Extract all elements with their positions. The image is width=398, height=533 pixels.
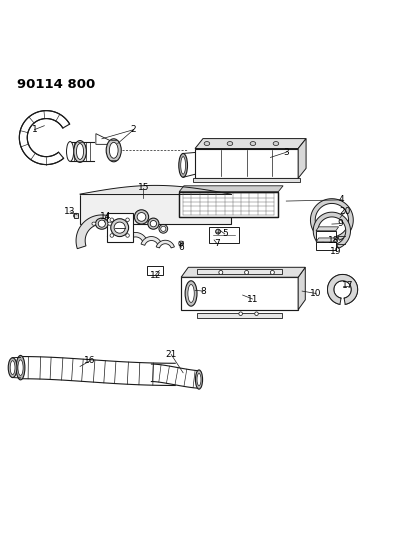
Polygon shape: [193, 178, 300, 182]
Ellipse shape: [148, 218, 159, 229]
Text: 12: 12: [150, 271, 161, 280]
Ellipse shape: [197, 374, 201, 386]
Polygon shape: [151, 364, 200, 388]
Ellipse shape: [66, 142, 74, 161]
Ellipse shape: [159, 224, 168, 233]
Text: 20: 20: [339, 207, 351, 216]
Polygon shape: [179, 186, 283, 192]
Ellipse shape: [10, 361, 15, 375]
Text: 3: 3: [283, 148, 289, 157]
Polygon shape: [147, 266, 163, 275]
Ellipse shape: [150, 221, 156, 227]
Text: 5: 5: [222, 230, 228, 238]
Text: 90114 800: 90114 800: [17, 78, 95, 91]
Polygon shape: [316, 238, 339, 242]
Ellipse shape: [161, 226, 166, 231]
Ellipse shape: [188, 285, 194, 302]
Text: 17: 17: [342, 281, 353, 290]
Ellipse shape: [96, 218, 108, 229]
Ellipse shape: [8, 358, 17, 377]
Ellipse shape: [108, 222, 112, 225]
Ellipse shape: [250, 142, 256, 146]
Polygon shape: [195, 149, 298, 178]
Polygon shape: [298, 139, 306, 178]
Text: 9: 9: [337, 219, 343, 228]
Ellipse shape: [126, 218, 129, 222]
Ellipse shape: [195, 370, 203, 389]
Ellipse shape: [181, 157, 185, 174]
Ellipse shape: [255, 312, 258, 316]
Polygon shape: [156, 240, 174, 248]
Ellipse shape: [137, 213, 146, 221]
Text: 10: 10: [310, 289, 322, 298]
Ellipse shape: [179, 241, 183, 246]
Ellipse shape: [227, 142, 233, 146]
Polygon shape: [124, 232, 147, 243]
Ellipse shape: [245, 270, 249, 274]
Text: 14: 14: [100, 213, 111, 221]
Polygon shape: [181, 277, 298, 310]
Ellipse shape: [273, 142, 279, 146]
Text: 13: 13: [64, 207, 76, 216]
Ellipse shape: [106, 139, 121, 162]
Ellipse shape: [18, 360, 23, 375]
Polygon shape: [80, 194, 231, 224]
Ellipse shape: [74, 141, 86, 163]
Ellipse shape: [74, 213, 78, 218]
Ellipse shape: [110, 218, 113, 222]
Ellipse shape: [216, 229, 220, 234]
Polygon shape: [96, 134, 118, 144]
Polygon shape: [298, 267, 305, 310]
Polygon shape: [141, 237, 162, 245]
Ellipse shape: [126, 233, 129, 237]
Text: 15: 15: [138, 183, 149, 192]
Ellipse shape: [109, 142, 118, 158]
Bar: [74, 213, 78, 218]
Polygon shape: [197, 269, 282, 274]
Ellipse shape: [204, 142, 210, 146]
Polygon shape: [181, 267, 305, 277]
Polygon shape: [21, 357, 175, 385]
Text: 8: 8: [200, 287, 206, 296]
Polygon shape: [197, 313, 282, 318]
Polygon shape: [328, 274, 358, 304]
Polygon shape: [20, 111, 70, 165]
Polygon shape: [310, 199, 353, 240]
Text: 21: 21: [166, 350, 177, 359]
Text: 11: 11: [247, 295, 258, 303]
Polygon shape: [107, 228, 132, 238]
Ellipse shape: [185, 281, 197, 306]
Polygon shape: [313, 212, 351, 248]
Polygon shape: [179, 192, 278, 217]
Ellipse shape: [110, 233, 113, 237]
Ellipse shape: [98, 220, 105, 227]
Text: 4: 4: [339, 196, 345, 204]
Ellipse shape: [92, 222, 96, 225]
Ellipse shape: [239, 312, 242, 316]
Ellipse shape: [114, 222, 125, 233]
Text: 6: 6: [178, 243, 184, 252]
Polygon shape: [195, 139, 306, 149]
Polygon shape: [316, 242, 336, 250]
Polygon shape: [76, 215, 127, 249]
Text: 2: 2: [131, 125, 137, 134]
Ellipse shape: [179, 154, 187, 177]
Ellipse shape: [111, 219, 129, 237]
Ellipse shape: [76, 143, 84, 159]
Ellipse shape: [270, 270, 274, 274]
Text: 18: 18: [328, 236, 339, 245]
Ellipse shape: [135, 210, 148, 224]
Text: 16: 16: [84, 357, 96, 366]
Text: 19: 19: [330, 247, 341, 256]
Polygon shape: [316, 227, 339, 231]
Text: 7: 7: [214, 239, 220, 248]
Polygon shape: [316, 231, 336, 239]
Ellipse shape: [16, 356, 25, 380]
Bar: [179, 192, 278, 217]
Polygon shape: [209, 227, 239, 244]
Polygon shape: [107, 213, 133, 242]
Ellipse shape: [219, 270, 223, 274]
Text: 1: 1: [31, 125, 37, 134]
